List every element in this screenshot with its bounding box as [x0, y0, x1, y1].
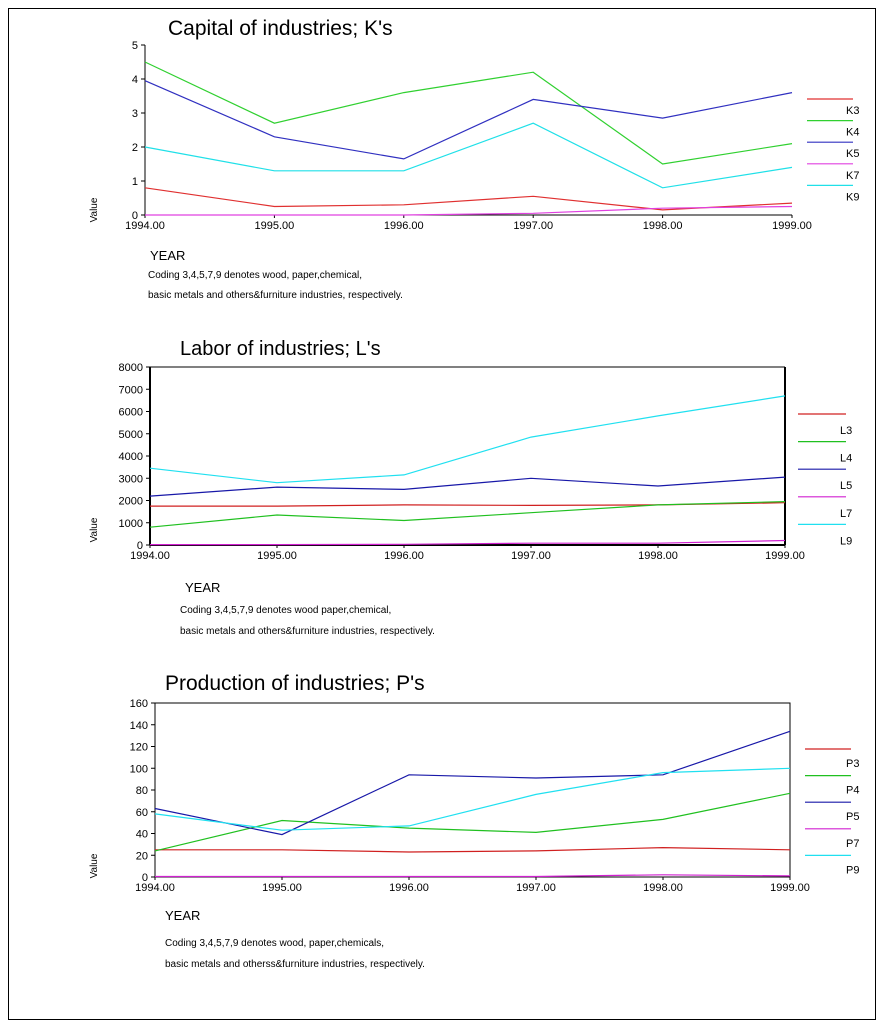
y-tick-label: 100: [130, 763, 148, 775]
x-tick-label: 1996.00: [384, 220, 424, 232]
chart-3: Production of industries; P's 0 20 40 60 80 10…: [89, 672, 859, 970]
chart-title: Labor of industries; L's: [180, 338, 381, 360]
x-tick-label: 1995.00: [257, 550, 297, 562]
y-axis-label: Value: [89, 197, 100, 222]
x-tick-label: 1994.00: [135, 882, 175, 894]
chart-title: Production of industries; P's: [165, 672, 425, 695]
series-line-3: [154, 730, 791, 836]
y-tick-label: 0: [137, 540, 143, 552]
chart-title: Capital of industries; K's: [168, 17, 393, 40]
legend-label: L7: [840, 508, 852, 520]
y-tick-label: 2: [132, 142, 138, 154]
series-line-3: [149, 476, 786, 497]
y-tick-label: 1: [132, 176, 138, 188]
x-tick-label: 1994.00: [125, 220, 165, 232]
y-tick-label: 3000: [119, 473, 143, 485]
legend-label: L5: [840, 480, 852, 492]
legend-label: K4: [846, 127, 859, 139]
series-line-5: [144, 122, 793, 189]
series-line-4: [150, 539, 786, 546]
y-tick-label: 5000: [119, 429, 143, 441]
legend-label: K3: [846, 105, 859, 117]
legend-label: P4: [846, 785, 859, 797]
legend-label: L9: [840, 535, 852, 547]
y-tick-label: 140: [130, 720, 148, 732]
series-line-4: [155, 874, 791, 878]
x-tick-label: 1995.00: [255, 220, 295, 232]
x-tick-label: 1997.00: [511, 550, 551, 562]
y-tick-label: 3: [132, 108, 138, 120]
note-line: Coding 3,4,5,7,9 denotes wood paper,chem…: [180, 605, 391, 616]
y-tick-label: 0: [132, 210, 138, 222]
series-line-2: [149, 501, 786, 528]
series-line-5: [154, 767, 791, 831]
legend-label: K7: [846, 170, 859, 182]
y-tick-label: 8000: [119, 362, 143, 374]
series-line-3: [144, 80, 793, 160]
x-axis-label: YEAR: [185, 580, 220, 595]
y-tick-label: 2000: [119, 496, 143, 508]
legend-label: P5: [846, 811, 859, 823]
note-line: Coding 3,4,5,7,9 denotes wood, paper,che…: [148, 270, 362, 281]
x-axis-label: YEAR: [165, 908, 200, 923]
series-line-1: [144, 187, 793, 211]
legend-label: K9: [846, 191, 859, 203]
x-tick-label: 1998.00: [638, 550, 678, 562]
y-tick-label: 160: [130, 698, 148, 710]
legend-label: L4: [840, 453, 852, 465]
y-tick-label: 80: [136, 785, 148, 797]
x-tick-label: 1999.00: [772, 220, 812, 232]
note-line: basic metals and otherss&furniture indus…: [165, 959, 425, 970]
series-line-1: [155, 846, 791, 853]
x-tick-label: 1995.00: [262, 882, 302, 894]
note-line: basic metals and others&furniture indust…: [148, 290, 403, 301]
x-tick-label: 1999.00: [770, 882, 810, 894]
x-axis-label: YEAR: [150, 248, 185, 263]
y-tick-label: 5: [132, 40, 138, 52]
x-tick-label: 1996.00: [384, 550, 424, 562]
y-tick-label: 60: [136, 807, 148, 819]
x-tick-label: 1994.00: [130, 550, 170, 562]
y-tick-label: 120: [130, 742, 148, 754]
chart-1: Capital of industries; K's 0 1 2 3 4 5 1994.00 1…: [89, 17, 859, 301]
page-frame: [8, 8, 876, 1020]
note-line: basic metals and others&furniture indust…: [180, 626, 435, 637]
y-tick-label: 1000: [119, 518, 143, 530]
series-line-2: [144, 61, 793, 165]
series-line-2: [154, 792, 791, 852]
y-axis-label: Value: [89, 517, 100, 542]
series-line-4: [145, 205, 793, 216]
series-line-5: [149, 395, 786, 484]
legend-label: P3: [846, 758, 859, 770]
y-tick-label: 40: [136, 829, 148, 841]
y-axis-label: Value: [89, 853, 100, 878]
y-tick-label: 4: [132, 74, 138, 86]
x-tick-label: 1996.00: [389, 882, 429, 894]
y-tick-label: 4000: [119, 451, 143, 463]
legend-label: P9: [846, 864, 859, 876]
x-tick-label: 1998.00: [643, 220, 683, 232]
y-tick-label: 20: [136, 850, 148, 862]
y-tick-label: 7000: [119, 384, 143, 396]
legend-label: K5: [846, 148, 859, 160]
y-tick-label: 6000: [119, 407, 143, 419]
x-tick-label: 1999.00: [765, 550, 805, 562]
y-tick-label: 0: [142, 872, 148, 884]
legend-label: L3: [840, 425, 852, 437]
x-tick-label: 1997.00: [513, 220, 553, 232]
x-tick-label: 1998.00: [643, 882, 683, 894]
chart-2: Labor of industries; L's 0 1000 2000 3000 400…: [89, 338, 852, 637]
legend-label: P7: [846, 838, 859, 850]
x-tick-label: 1997.00: [516, 882, 556, 894]
note-line: Coding 3,4,5,7,9 denotes wood, paper,che…: [165, 938, 384, 949]
